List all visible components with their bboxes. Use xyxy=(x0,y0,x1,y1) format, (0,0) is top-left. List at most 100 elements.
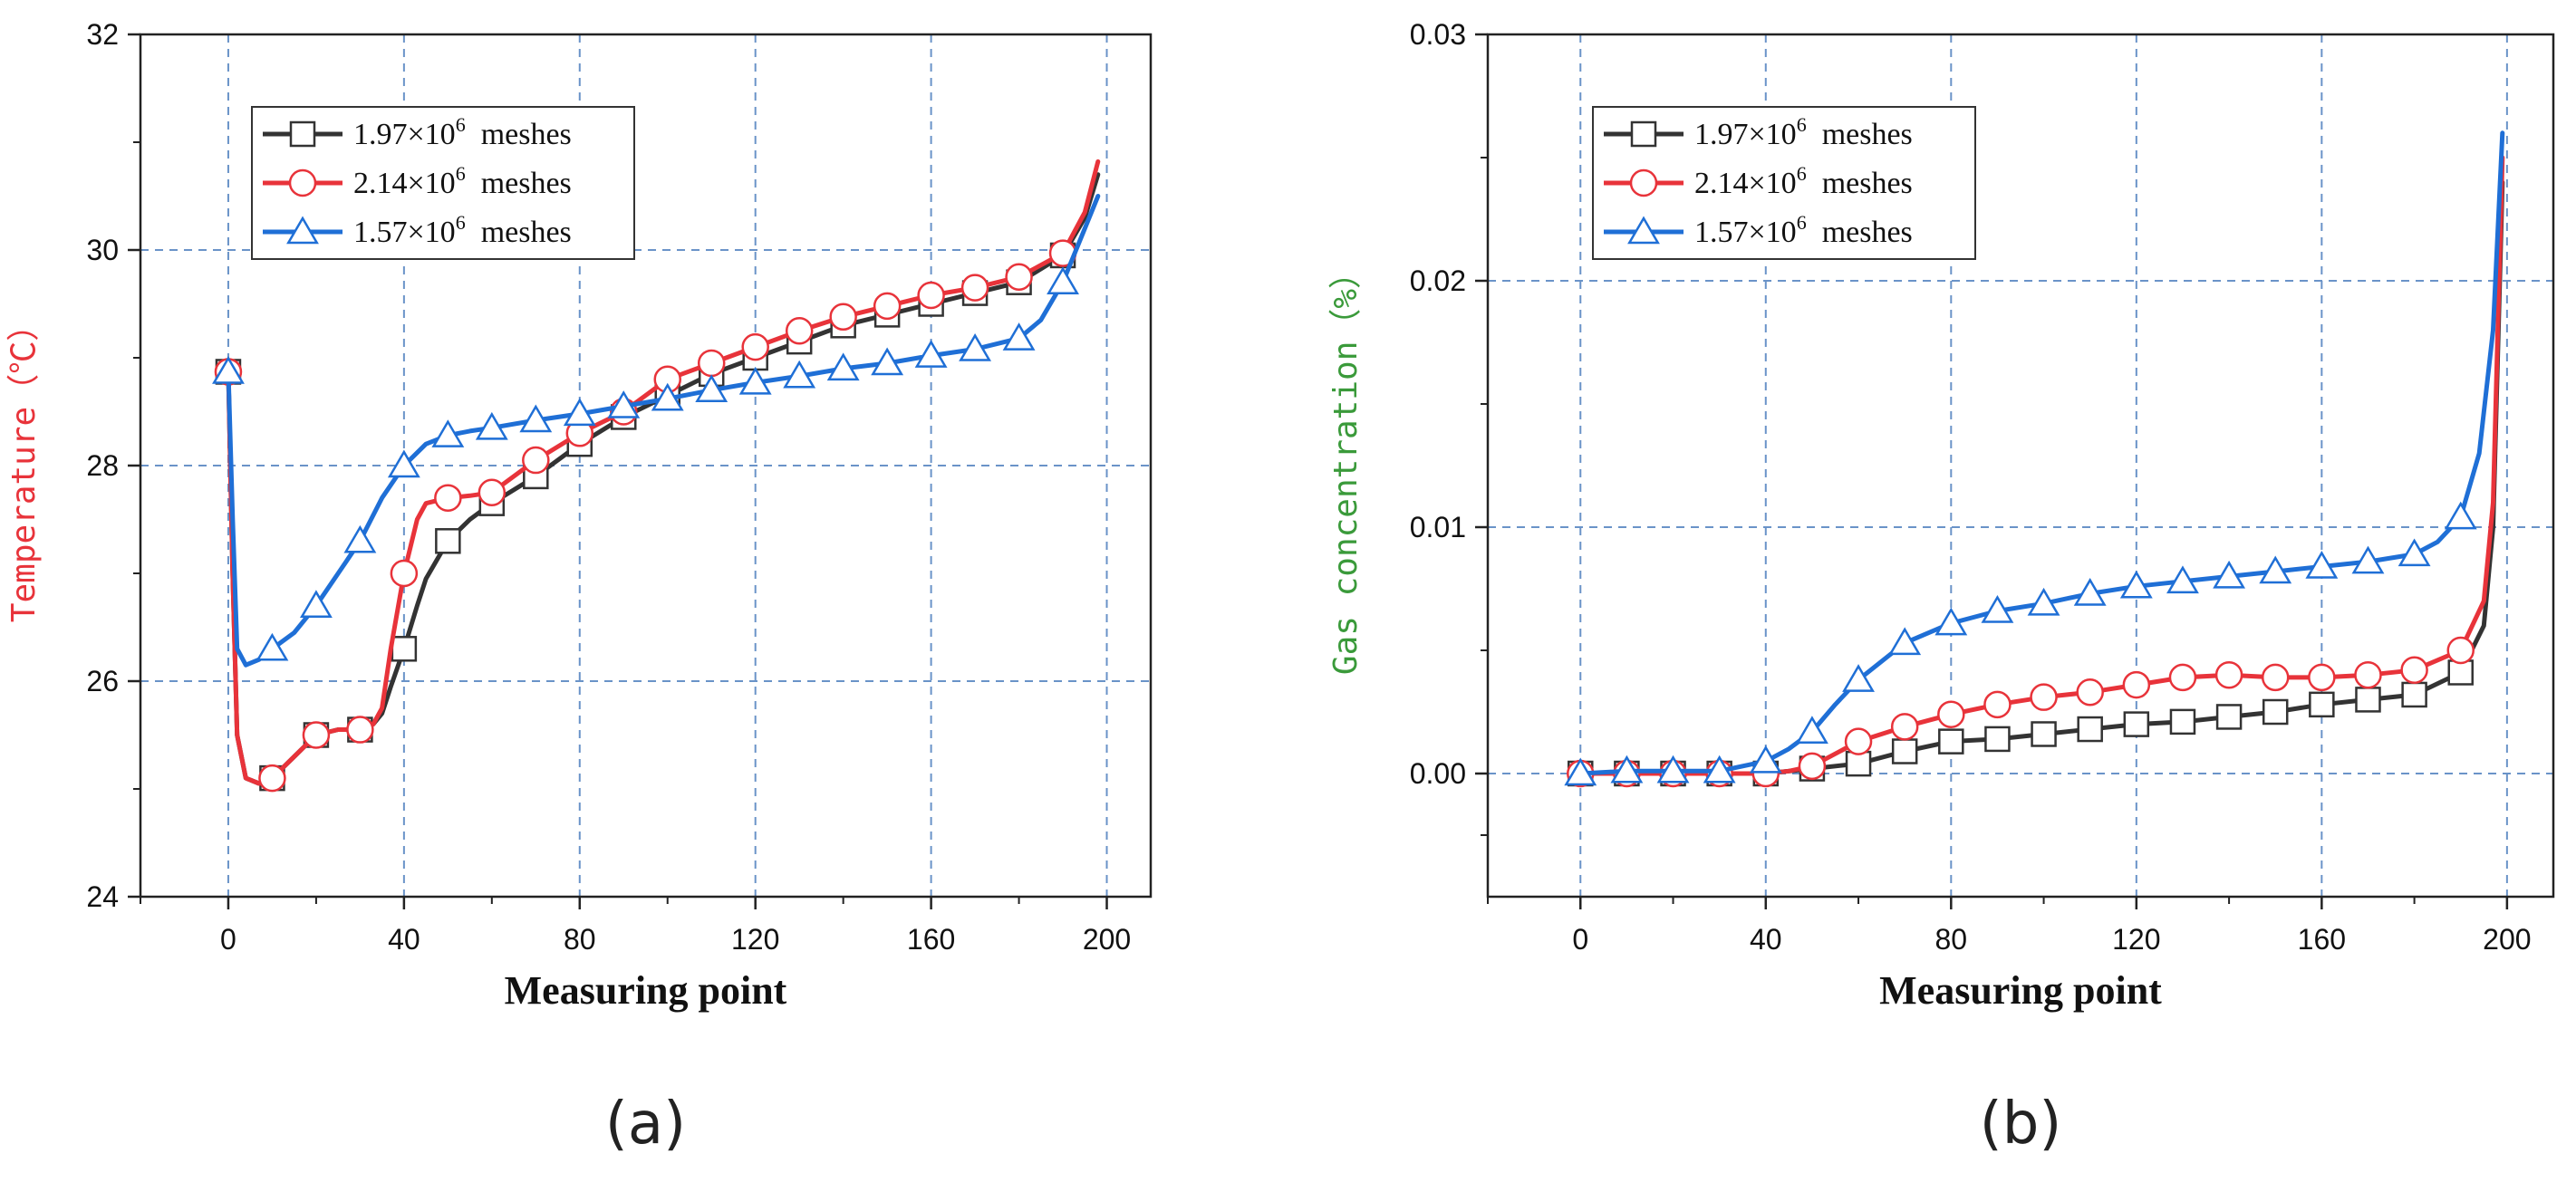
data-point xyxy=(695,374,728,402)
plot-frame xyxy=(1486,33,2555,899)
data-point xyxy=(2355,687,2381,713)
data-point xyxy=(256,632,289,661)
data-point xyxy=(435,528,461,554)
data-point xyxy=(960,274,989,302)
legend: 1.97×106 meshes 2.14×106 meshes 1.57×106 m… xyxy=(251,106,635,260)
data-point xyxy=(2123,711,2150,737)
x-tick-label: 80 xyxy=(1935,923,1968,956)
data-point xyxy=(2444,501,2477,530)
data-point xyxy=(1798,752,1827,781)
x-tick-label: 200 xyxy=(1083,923,1131,956)
legend-label: 2.14×106 meshes xyxy=(1694,162,1913,200)
series-line xyxy=(226,194,1101,668)
series-line xyxy=(226,172,1101,786)
data-point xyxy=(785,317,814,345)
x-tick-label: 0 xyxy=(220,923,236,956)
data-point xyxy=(1937,700,1965,728)
data-point xyxy=(2169,708,2196,735)
chart-panel-b: 0 40 80 120 160 200 0.00 0.01 0.02 0.03 1.97×106 m… xyxy=(1327,18,2555,1158)
data-point xyxy=(2351,545,2385,574)
axis-ticks: 0 40 80 120 160 200 0.00 0.01 0.02 0.03 xyxy=(1410,18,2532,956)
legend-marker xyxy=(1630,120,1657,148)
data-point xyxy=(2261,663,2290,692)
data-point xyxy=(2031,721,2057,747)
data-point xyxy=(1002,322,1036,351)
data-point xyxy=(2447,659,2474,686)
data-point xyxy=(563,398,596,427)
series-1 xyxy=(215,172,1101,792)
legend-marker xyxy=(286,216,319,245)
y-tick-label: 26 xyxy=(86,665,119,697)
y-axis-title: Temperature（℃） xyxy=(5,309,43,622)
data-point xyxy=(2259,555,2292,584)
series-3 xyxy=(1564,130,2505,786)
data-point xyxy=(1005,263,1033,291)
data-point xyxy=(2077,716,2103,743)
legend-marker xyxy=(1627,216,1660,245)
data-point xyxy=(478,478,507,506)
legend-marker xyxy=(288,168,317,197)
data-point xyxy=(2119,570,2153,599)
data-point xyxy=(2122,670,2151,699)
legend-marker xyxy=(1629,168,1658,197)
data-point xyxy=(697,349,726,378)
data-point xyxy=(1844,727,1873,755)
data-point xyxy=(346,716,374,744)
data-point xyxy=(2166,565,2199,594)
data-point xyxy=(1656,755,1690,783)
y-tick-label: 0.00 xyxy=(1410,757,1466,790)
data-point xyxy=(1842,664,1875,692)
legend-label: 1.97×106 meshes xyxy=(353,113,572,151)
y-axis-title: Gas concentration（%） xyxy=(1327,256,1365,675)
y-tick-label: 30 xyxy=(86,234,119,266)
data-point xyxy=(431,419,465,447)
data-point xyxy=(2398,538,2431,567)
legend-label: 1.57×106 meshes xyxy=(1694,211,1913,249)
data-point xyxy=(1749,745,1782,774)
x-axis-title: Measuring point xyxy=(505,968,787,1013)
data-point xyxy=(2400,656,2428,685)
data-point xyxy=(1564,757,1597,786)
x-tick-label: 200 xyxy=(2483,923,2531,956)
data-point xyxy=(1981,594,2014,623)
data-point xyxy=(522,446,550,475)
data-point xyxy=(826,352,860,381)
data-point xyxy=(390,559,419,588)
data-point xyxy=(2027,587,2060,616)
data-point xyxy=(434,484,462,512)
data-point xyxy=(1983,690,2012,719)
x-tick-label: 0 xyxy=(1572,923,1588,956)
x-tick-label: 120 xyxy=(731,923,779,956)
data-point xyxy=(2215,704,2243,730)
legend: 1.97×106 meshes 2.14×106 meshes 1.57×106 m… xyxy=(1592,106,1976,260)
data-point xyxy=(1938,728,1964,755)
data-point xyxy=(387,449,420,478)
data-point xyxy=(2030,683,2058,711)
panel-label: (b) xyxy=(1980,1091,2062,1158)
legend-label: 1.57×106 meshes xyxy=(353,211,572,249)
data-point xyxy=(2168,663,2197,692)
series-3 xyxy=(212,194,1101,668)
data-point xyxy=(1934,607,1968,636)
data-point xyxy=(741,332,769,361)
chart-panel-a: 0 40 80 120 160 200 24 26 28 30 32 1.97×106 meshes 2… xyxy=(5,18,1153,1158)
panel-label: (a) xyxy=(605,1091,686,1158)
data-point xyxy=(343,524,377,553)
legend-label: 2.14×106 meshes xyxy=(353,162,572,200)
data-point xyxy=(299,590,333,618)
x-tick-label: 120 xyxy=(2112,923,2160,956)
x-tick-label: 80 xyxy=(564,923,596,956)
data-point xyxy=(829,303,857,332)
data-point xyxy=(2309,691,2335,718)
data-point xyxy=(1795,716,1828,745)
y-tick-label: 32 xyxy=(86,18,119,51)
data-point xyxy=(959,332,992,361)
data-point xyxy=(2354,660,2382,689)
x-tick-label: 40 xyxy=(388,923,420,956)
data-point xyxy=(519,404,553,433)
data-point xyxy=(914,340,948,368)
data-point xyxy=(2262,698,2289,726)
data-point xyxy=(212,355,245,384)
data-point xyxy=(2213,560,2246,589)
